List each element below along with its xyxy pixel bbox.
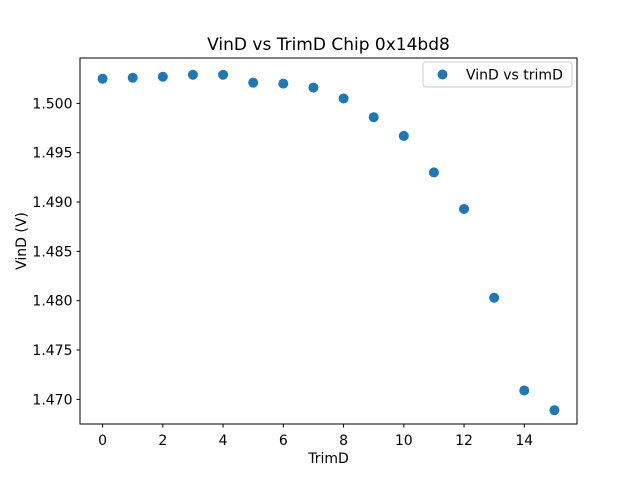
x-tick-label: 4 — [219, 433, 228, 449]
data-point — [549, 405, 560, 416]
y-tick-label: 1.490 — [32, 195, 72, 211]
data-point — [398, 130, 409, 141]
x-tick-label: 6 — [279, 433, 288, 449]
x-tick-label: 0 — [98, 433, 107, 449]
data-point — [338, 93, 349, 104]
x-axis-ticks: 0 2 4 6 8 10 12 14 — [98, 424, 533, 449]
y-tick-label: 1.495 — [32, 146, 72, 162]
x-tick-label: 12 — [455, 433, 473, 449]
x-tick-label: 8 — [339, 433, 348, 449]
y-tick-label: 1.500 — [32, 96, 72, 112]
data-point — [187, 69, 198, 80]
data-point — [127, 72, 138, 83]
data-point — [157, 71, 168, 82]
data-point — [459, 203, 470, 214]
data-point — [97, 73, 108, 84]
legend-label: VinD vs trimD — [466, 68, 563, 84]
axes-spines — [79, 57, 578, 425]
y-tick-label: 1.480 — [32, 294, 72, 310]
scatter-points — [97, 69, 560, 416]
y-tick-label: 1.470 — [32, 392, 72, 408]
x-tick-label: 2 — [158, 433, 167, 449]
data-point — [368, 112, 379, 123]
x-tick-label: 10 — [395, 433, 413, 449]
legend-frame — [422, 61, 573, 88]
data-point — [519, 385, 530, 396]
data-point — [278, 78, 289, 89]
y-tick-label: 1.475 — [32, 343, 72, 359]
chart-title: VinD vs TrimD Chip 0x14bd8 — [207, 35, 450, 55]
data-point — [248, 77, 259, 88]
data-point — [308, 82, 319, 93]
y-axis-label: VinD (V) — [14, 212, 30, 270]
y-tick-label: 1.485 — [32, 244, 72, 260]
data-point — [428, 167, 439, 178]
legend-marker-icon — [437, 69, 448, 80]
x-tick-label: 14 — [515, 433, 533, 449]
data-point — [489, 292, 500, 303]
legend: VinD vs trimD — [422, 61, 573, 88]
y-axis-ticks: 1.470 1.475 1.480 1.485 1.490 1.495 1.500 — [32, 96, 80, 408]
x-axis-label: TrimD — [307, 451, 349, 467]
data-point — [218, 69, 229, 80]
